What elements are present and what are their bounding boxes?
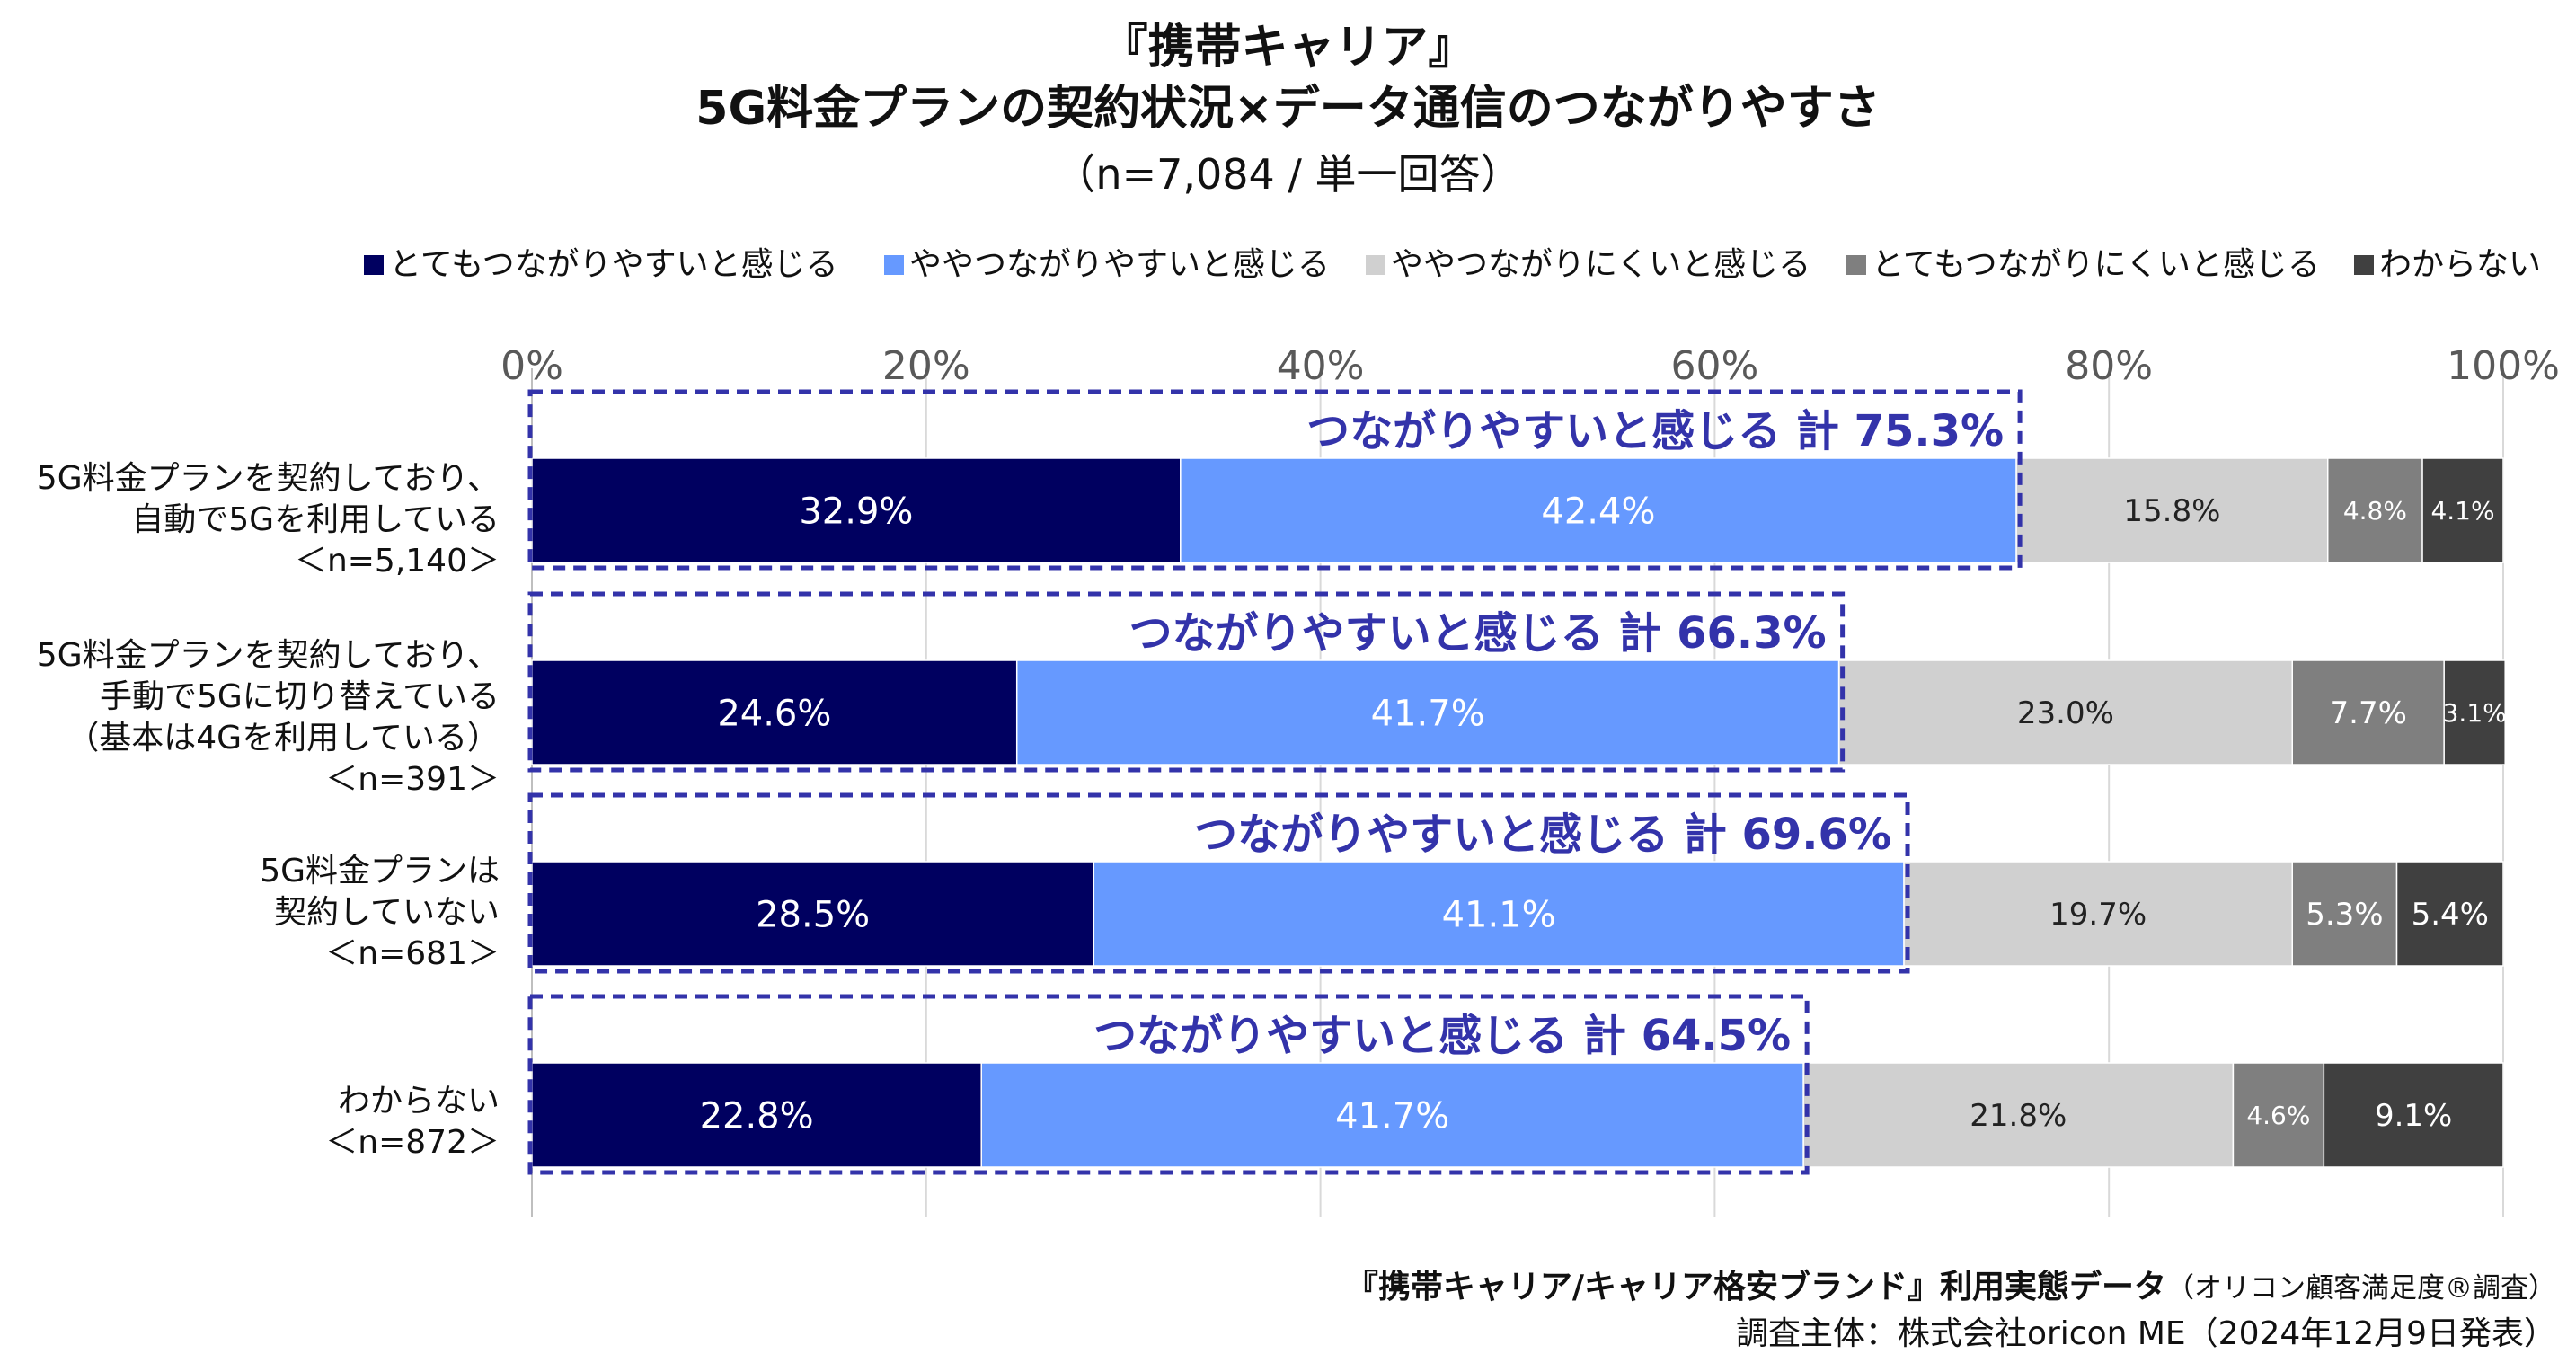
data-label: 41.7% xyxy=(1335,1095,1449,1137)
bar-segment xyxy=(2326,457,2423,563)
total-label: つながりやすいと感じる 計 69.6% xyxy=(1194,810,1891,860)
total-label: つながりやすいと感じる 計 75.3% xyxy=(1306,406,2004,456)
legend-label: とてもつながりにくいと感じる xyxy=(1872,246,2320,283)
data-label: 7.7% xyxy=(2330,695,2407,731)
category-label: 手動で5Gに切り替えている xyxy=(100,678,500,715)
category-label: 5G料金プランは xyxy=(260,853,500,889)
data-label: 5.3% xyxy=(2306,897,2383,933)
legend-swatch xyxy=(2354,255,2374,275)
data-label: 22.8% xyxy=(700,1095,814,1137)
source-main: 『携帯キャリア/キャリア格安ブランド』利用実態データ xyxy=(1345,1269,2166,1305)
total-label: つながりやすいと感じる 計 64.5% xyxy=(1093,1011,1791,1061)
bar-segment xyxy=(1015,659,1840,765)
publisher-note: 調査主体：株式会社oricon ME（2024年12月9日発表） xyxy=(1735,1315,2556,1352)
legend-label: わからない xyxy=(2379,246,2541,283)
category-label: ＜n=872＞ xyxy=(325,1124,500,1161)
bar-segment xyxy=(2395,861,2504,967)
source-note: 『携帯キャリア/キャリア格安ブランド』利用実態データ（オリコン顧客満足度®調査） xyxy=(1346,1261,2556,1307)
bar-segment xyxy=(531,457,1182,563)
bar-segment xyxy=(2015,457,2329,563)
total-label: つながりやすいと感じる 計 66.3% xyxy=(1129,608,1827,659)
bar-segment xyxy=(2291,861,2398,967)
legend-swatch xyxy=(1846,255,1866,275)
data-label: 24.6% xyxy=(717,693,831,734)
category-label: わからない xyxy=(338,1083,500,1119)
total-highlight-box xyxy=(527,792,1910,974)
category-label: 自動で5Gを利用している xyxy=(131,501,500,538)
total-highlight-box xyxy=(527,994,1810,1175)
legend-label: ややつながりやすいと感じる xyxy=(909,246,1330,283)
data-label: 3.1% xyxy=(2443,698,2507,728)
data-label: 41.7% xyxy=(1371,693,1485,734)
chart-title-line-2: 5G料金プランの契約状況×データ通信のつながりやすさ xyxy=(695,82,1881,136)
data-label: 19.7% xyxy=(2049,897,2147,933)
data-label: 4.1% xyxy=(2430,496,2494,526)
legend-swatch xyxy=(364,255,384,275)
category-label: 5G料金プランを契約しており、 xyxy=(37,460,500,497)
category-label: ＜n=391＞ xyxy=(325,761,500,798)
bar-segment xyxy=(2323,1062,2504,1168)
legend-label: とてもつながりやすいと感じる xyxy=(389,246,838,283)
data-label: 4.6% xyxy=(2246,1101,2310,1130)
category-label: （基本は4Gを利用している） xyxy=(66,720,500,757)
data-label: 42.4% xyxy=(1541,491,1655,532)
total-highlight-box xyxy=(527,389,2023,571)
data-label: 5.4% xyxy=(2412,897,2489,933)
legend-swatch xyxy=(1366,255,1385,275)
data-label: 21.8% xyxy=(1970,1098,2067,1134)
bar-segment xyxy=(1837,659,2293,765)
data-label: 32.9% xyxy=(799,491,913,532)
x-tick-label: 40% xyxy=(1277,343,1365,389)
bar-segment xyxy=(980,1062,1804,1168)
data-label: 4.8% xyxy=(2343,496,2407,526)
category-label: 5G料金プランを契約しており、 xyxy=(37,637,500,674)
x-tick-label: 20% xyxy=(882,343,970,389)
chart-subtitle: （n=7,084 / 単一回答） xyxy=(1054,150,1522,199)
data-label: 9.1% xyxy=(2375,1098,2452,1134)
bar-segment xyxy=(531,861,1095,967)
data-label: 28.5% xyxy=(756,894,870,935)
category-label: ＜n=681＞ xyxy=(325,935,500,972)
bar-segment xyxy=(1802,1062,2235,1168)
bar-segment xyxy=(2443,659,2506,765)
bar-segment xyxy=(531,1062,982,1168)
chart-title-line-1: 『携帯キャリア』 xyxy=(1101,21,1475,75)
bar-segment xyxy=(2291,659,2445,765)
data-label: 41.1% xyxy=(1442,894,1556,935)
source-sub: （オリコン顧客満足度®調査） xyxy=(2166,1272,2556,1305)
legend-label: ややつながりにくいと感じる xyxy=(1391,246,1810,283)
bar-segment xyxy=(1093,861,1905,967)
category-label: 契約していない xyxy=(274,894,500,931)
data-label: 23.0% xyxy=(2017,695,2114,731)
x-tick-label: 100% xyxy=(2447,343,2560,389)
bar-segment xyxy=(1903,861,2293,967)
x-tick-label: 80% xyxy=(2065,343,2153,389)
data-label: 15.8% xyxy=(2123,493,2220,529)
category-label: ＜n=5,140＞ xyxy=(295,543,500,580)
x-tick-label: 60% xyxy=(1671,343,1759,389)
bar-segment xyxy=(1180,457,2017,563)
bar-segment xyxy=(2421,457,2504,563)
bar-segment xyxy=(2232,1062,2325,1168)
legend-swatch xyxy=(884,255,904,275)
